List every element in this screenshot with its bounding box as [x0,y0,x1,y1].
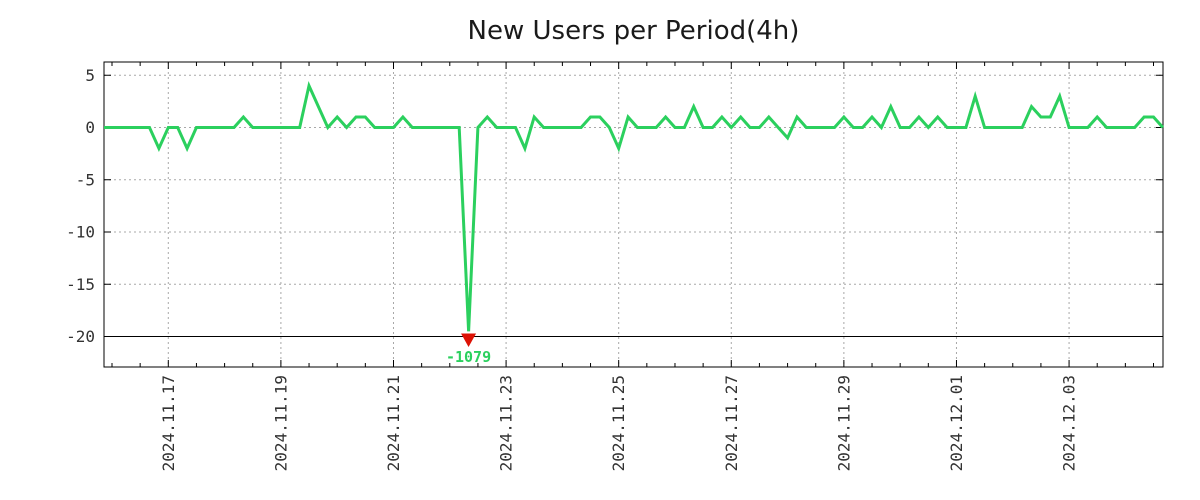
x-tick-label: 2024.11.17 [159,375,178,471]
x-axis-ticks [111,62,1155,367]
x-tick-label: 2024.11.29 [834,375,853,471]
x-tick-label: 2024.11.21 [384,375,403,471]
min-marker-caret-down-icon [461,333,477,347]
min-value-label: -1079 [446,348,491,366]
chart-title: New Users per Period(4h) [467,16,800,46]
x-tick-label: 2024.11.27 [722,375,741,471]
y-tick-label: -15 [66,275,95,294]
y-tick-label: 0 [85,118,95,137]
x-tick-label: 2024.12.01 [947,375,966,471]
y-axis-ticks [104,74,1163,337]
series-line [104,80,1165,332]
x-tick-label: 2024.12.03 [1060,375,1079,471]
x-tick-label: 2024.11.25 [609,375,628,471]
x-tick-label: 2024.11.23 [497,375,516,471]
y-tick-label: -10 [66,223,95,242]
plot-border [103,61,1164,368]
y-tick-label: 5 [85,66,95,85]
y-tick-label: -20 [66,327,95,346]
x-tick-label: 2024.11.19 [271,375,290,471]
y-tick-label: -5 [76,170,95,189]
